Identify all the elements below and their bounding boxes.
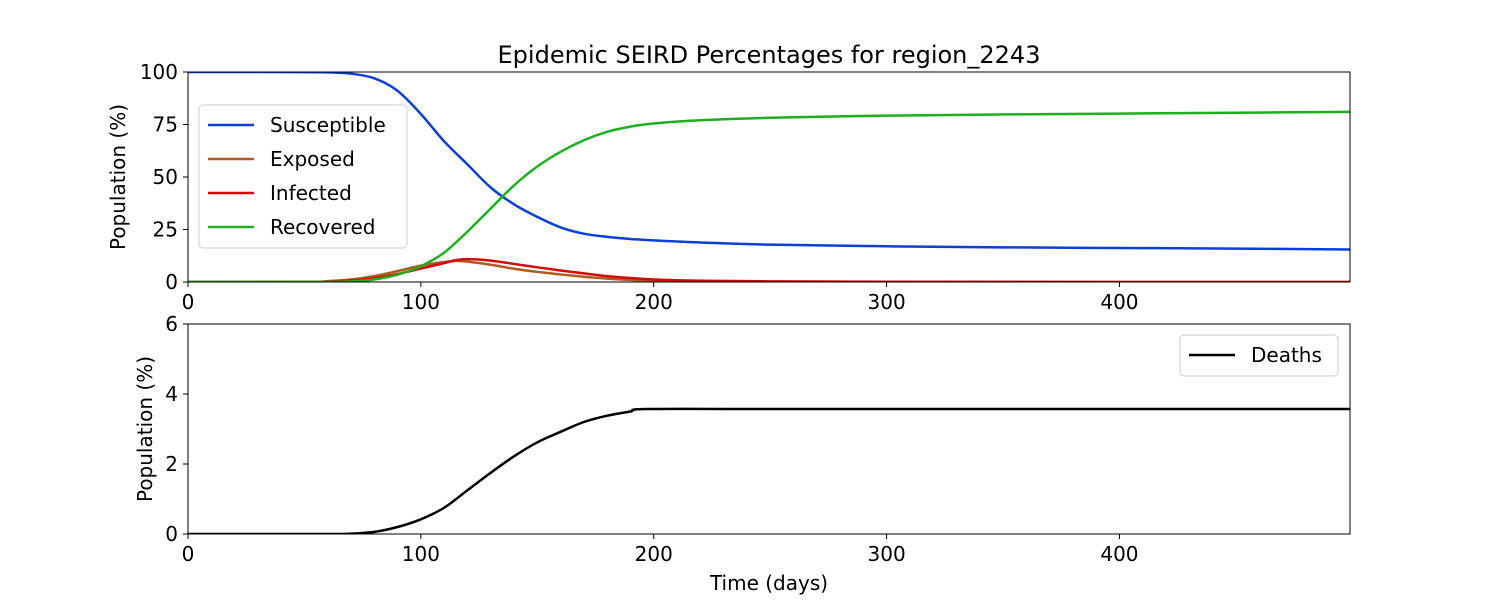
- legend-box: [198, 104, 408, 249]
- legend-box: [1179, 334, 1339, 377]
- legend-item-deaths: Deaths: [1189, 343, 1322, 367]
- x-tick-label: 200: [635, 542, 673, 566]
- y-tick-label: 0: [165, 522, 178, 546]
- y-tick-label: 0: [165, 270, 178, 294]
- y-tick-label: 4: [165, 382, 178, 406]
- legend: Deaths: [1179, 334, 1339, 377]
- y-axis-label: Population (%): [133, 356, 157, 502]
- series-line-deaths: [188, 407, 1350, 534]
- x-tick-label: 100: [402, 290, 440, 314]
- y-axis-label: Population (%): [106, 104, 130, 250]
- legend: Susceptible Exposed Infected Recovered: [198, 104, 408, 249]
- x-tick-label: 200: [635, 290, 673, 314]
- legend-label: Susceptible: [270, 113, 386, 137]
- y-tick-label: 2: [165, 452, 178, 476]
- y-tick-label: 6: [165, 312, 178, 336]
- legend-item-exposed: Exposed: [208, 147, 355, 171]
- top-chart-panel: 0 100 200 300 400 0 25 50 75 100 Population (%) Epi…: [106, 41, 1351, 314]
- legend-item-susceptible: Susceptible: [208, 113, 386, 137]
- legend-item-recovered: Recovered: [208, 215, 375, 239]
- x-axis-label: Time (days): [709, 571, 828, 595]
- chart-title: Epidemic SEIRD Percentages for region_22…: [498, 41, 1041, 69]
- x-tick-label: 300: [868, 290, 906, 314]
- x-tick-label: 300: [868, 542, 906, 566]
- legend-label: Deaths: [1251, 343, 1322, 367]
- x-tick-label: 0: [182, 542, 195, 566]
- legend-item-infected: Infected: [208, 181, 352, 205]
- legend-label: Exposed: [270, 147, 355, 171]
- series-line-susceptible: [188, 72, 1350, 251]
- x-tick-label: 400: [1100, 542, 1138, 566]
- legend-label: Recovered: [270, 215, 375, 239]
- series-lines: [188, 407, 1350, 534]
- y-tick-label: 100: [140, 60, 178, 84]
- bottom-chart-panel: 0 100 200 300 400 0 2 4 6 Population (%) Time (day…: [133, 312, 1351, 595]
- legend-label: Infected: [270, 181, 352, 205]
- series-line-recovered: [188, 110, 1350, 282]
- x-tick-label: 100: [402, 542, 440, 566]
- x-tick-label: 0: [182, 290, 195, 314]
- y-tick-label: 75: [153, 113, 178, 137]
- x-tick-label: 400: [1100, 290, 1138, 314]
- plot-frame: [187, 323, 1351, 535]
- y-tick-label: 50: [153, 165, 178, 189]
- y-tick-label: 25: [153, 218, 178, 242]
